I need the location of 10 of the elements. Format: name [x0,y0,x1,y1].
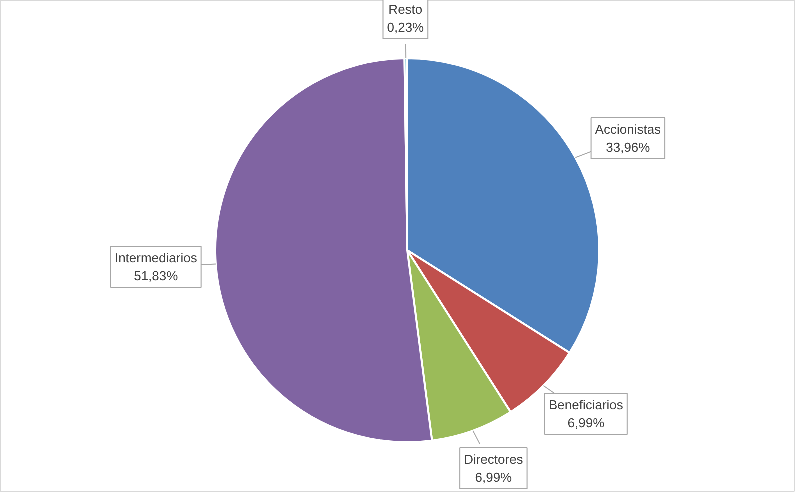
data-label: 51,83% [134,268,179,284]
data-label: 6,99% [475,470,513,486]
data-label: 6,99% [568,416,606,431]
slice-label: Accionistas [595,122,662,137]
data-label: 33,96% [606,140,651,155]
slice-label: Resto [388,2,423,18]
slice-label: Beneficiarios [548,398,624,413]
data-label: 0,23% [387,20,425,36]
slice-label: Directores [464,452,524,468]
slice-label: Intermediarios [114,250,198,266]
